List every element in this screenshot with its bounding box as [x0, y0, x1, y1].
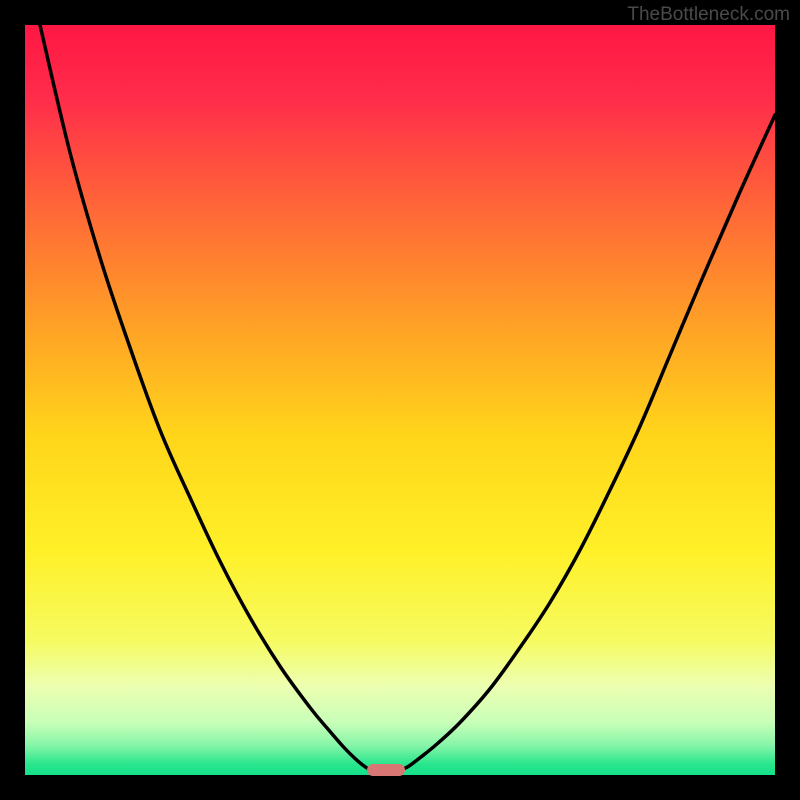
watermark-text: TheBottleneck.com — [627, 4, 790, 26]
curve-left-branch — [40, 25, 370, 770]
chart-plot-area — [25, 25, 775, 775]
bottleneck-marker — [367, 764, 405, 776]
chart-curves — [25, 25, 775, 775]
curve-right-branch — [402, 115, 776, 770]
